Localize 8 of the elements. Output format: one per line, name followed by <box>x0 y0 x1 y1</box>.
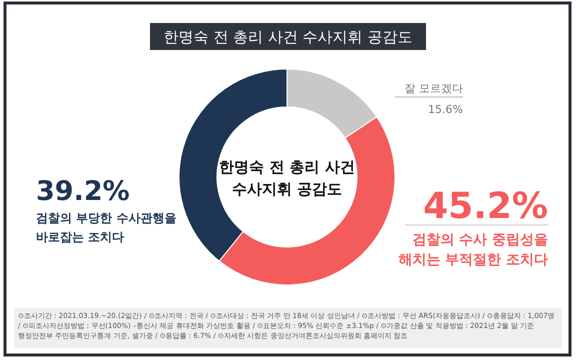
text: 한명숙 전 총리 사건 수사지휘 공감도 <box>219 158 355 198</box>
data-label: 39.2% <box>36 176 130 207</box>
chart-title: 한명숙 전 총리 사건 수사지휘 공감도 <box>164 28 412 46</box>
slice-label: 잘 모르겠다 <box>404 82 463 95</box>
data-label: 45.2% <box>423 186 548 227</box>
slice-label: 검찰의 부당한 수사관행을 바로잡는 조치다 <box>36 211 176 244</box>
data-label: 15.6% <box>428 103 463 116</box>
slice-label: 검찰의 수사 중립성을 해치는 부적절한 조치다 <box>398 232 548 268</box>
